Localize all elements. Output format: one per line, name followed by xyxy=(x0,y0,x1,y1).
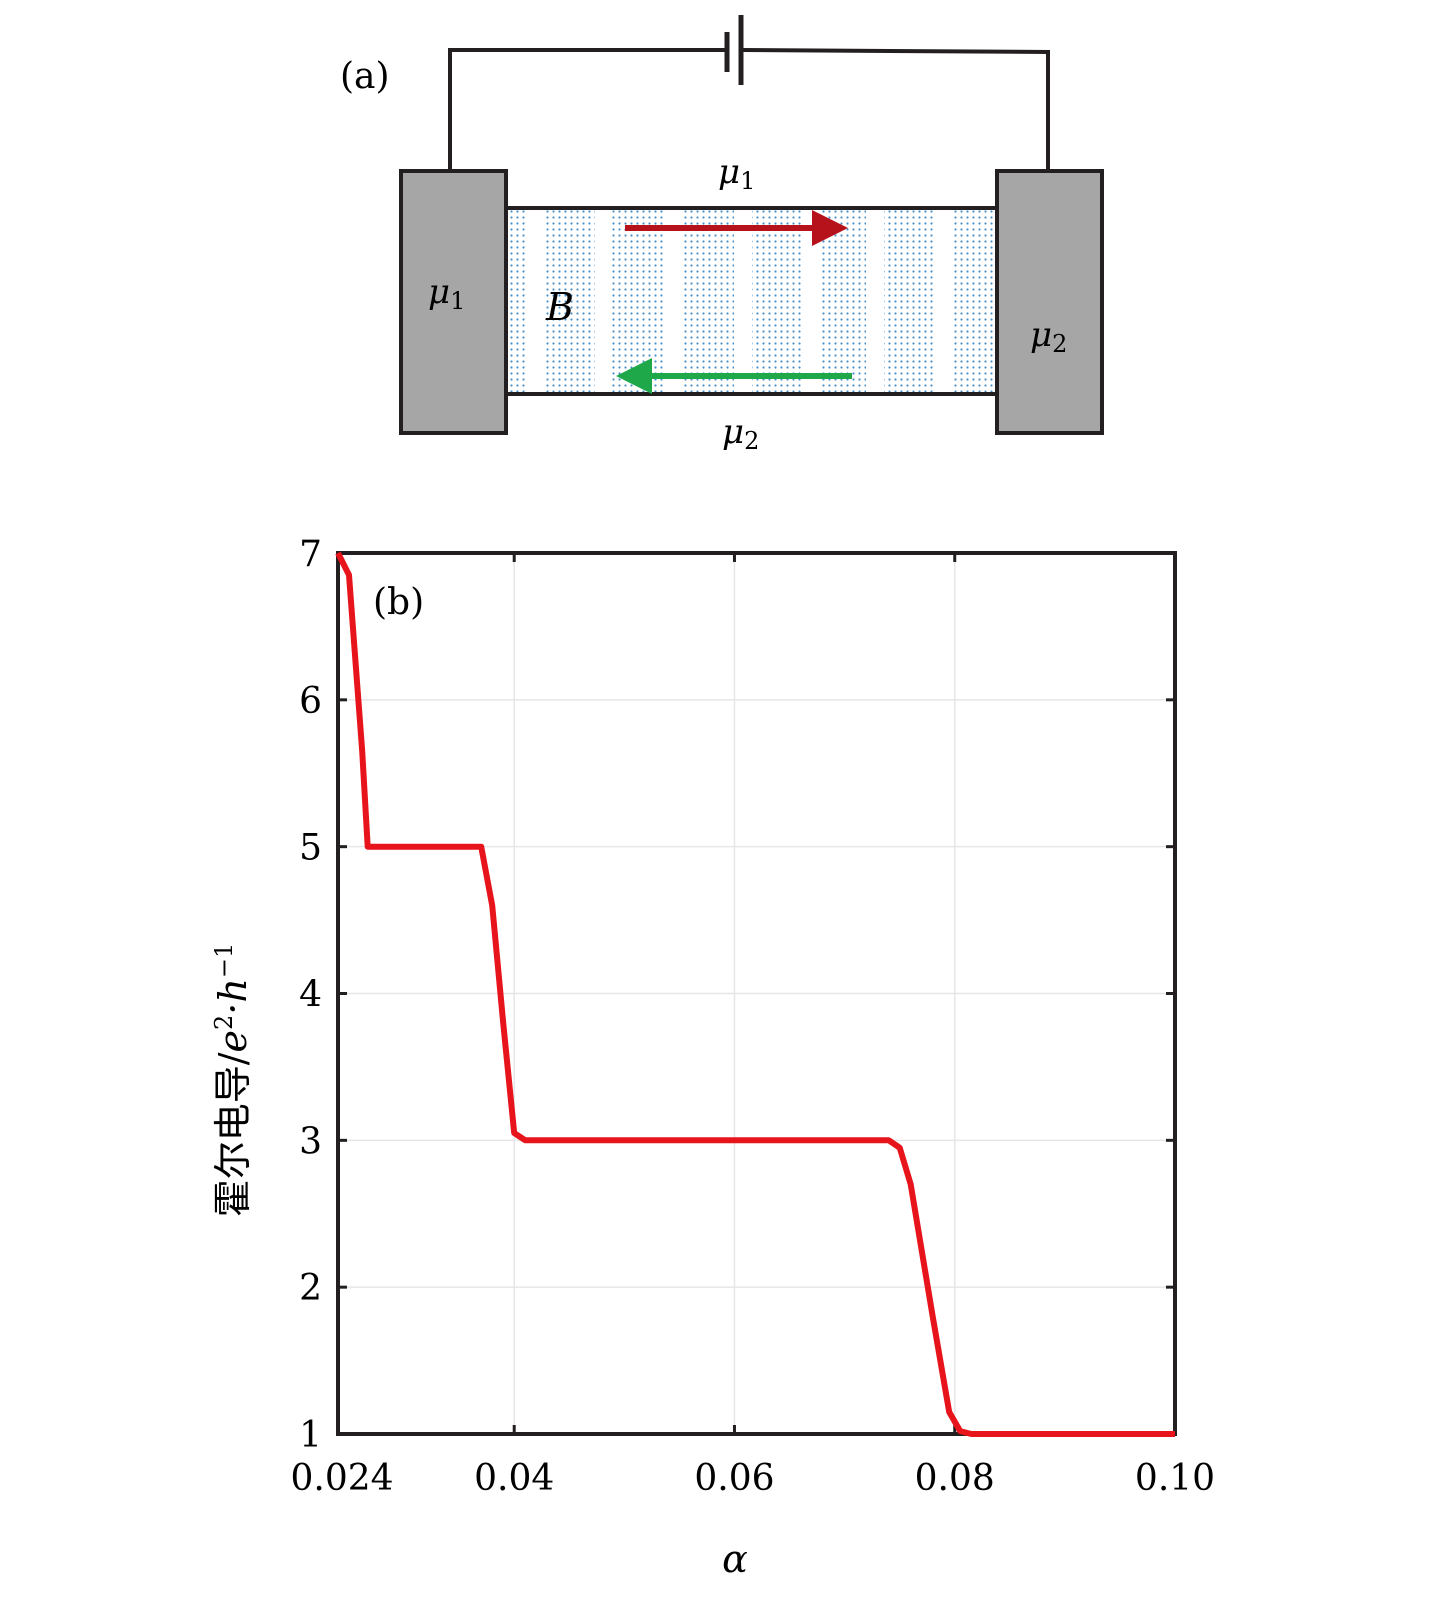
magnetic-field-label: B xyxy=(545,285,574,329)
x-tick-labels: 0.024 0.04 0.06 0.08 0.10 xyxy=(290,1458,1215,1499)
x-tick-label: 0.08 xyxy=(915,1458,995,1499)
left-contact xyxy=(399,169,508,435)
y-axis-label: 霍尔电导/e2·h−1 xyxy=(210,943,255,1218)
y-tick-label: 6 xyxy=(299,681,322,722)
series-line-hall-conductance xyxy=(335,551,1175,1437)
y-axis-label-e: e xyxy=(211,1030,255,1053)
y-tick-label: 1 xyxy=(299,1415,322,1456)
x-tick-label: 0.04 xyxy=(474,1458,554,1499)
y-axis-label-sup: 2 xyxy=(210,1015,238,1030)
y-tick-labels: 1 2 3 4 5 6 7 xyxy=(299,534,322,1456)
y-tick-label: 5 xyxy=(299,828,322,869)
panel-a-label: (a) xyxy=(340,56,390,97)
x-tick-label: 0.024 xyxy=(290,1458,393,1499)
x-axis-label: α xyxy=(722,1537,748,1581)
y-tick-label: 2 xyxy=(299,1268,322,1309)
hall-conductance-chart: 0.024 0.04 0.06 0.08 0.10 1 2 3 4 5 6 7 (b) α 霍尔电导… xyxy=(210,534,1215,1581)
top-edge-label: μ1 xyxy=(718,152,755,195)
panel-b-label: (b) xyxy=(373,582,424,623)
axes-frame xyxy=(336,551,1177,1436)
y-axis-label-sup2: −1 xyxy=(210,943,238,978)
channel-dot-stripes xyxy=(510,210,996,392)
x-tick-label: 0.10 xyxy=(1135,1458,1215,1499)
left-contact-label: μ1 xyxy=(428,272,465,315)
y-axis-label-text: 霍尔电导/ xyxy=(211,1052,255,1217)
y-axis-label-h: ·h xyxy=(211,978,255,1015)
y-tick-label: 7 xyxy=(299,534,322,575)
right-contact-label: μ2 xyxy=(1030,315,1067,358)
y-tick-label: 4 xyxy=(299,975,322,1016)
x-tick-label: 0.06 xyxy=(694,1458,774,1499)
svg-text:霍尔电导/e2·h−1: 霍尔电导/e2·h−1 xyxy=(210,943,255,1218)
y-tick-label: 3 xyxy=(299,1121,322,1162)
circuit-wire-left xyxy=(448,48,725,170)
bottom-edge-label: μ2 xyxy=(722,412,759,455)
right-contact xyxy=(995,169,1104,435)
schematic-panel-a: (a) μ1 μ2 μ1 μ2 B xyxy=(340,15,1104,455)
chart-grid xyxy=(337,552,1176,1435)
circuit-wire-right xyxy=(741,48,1050,170)
